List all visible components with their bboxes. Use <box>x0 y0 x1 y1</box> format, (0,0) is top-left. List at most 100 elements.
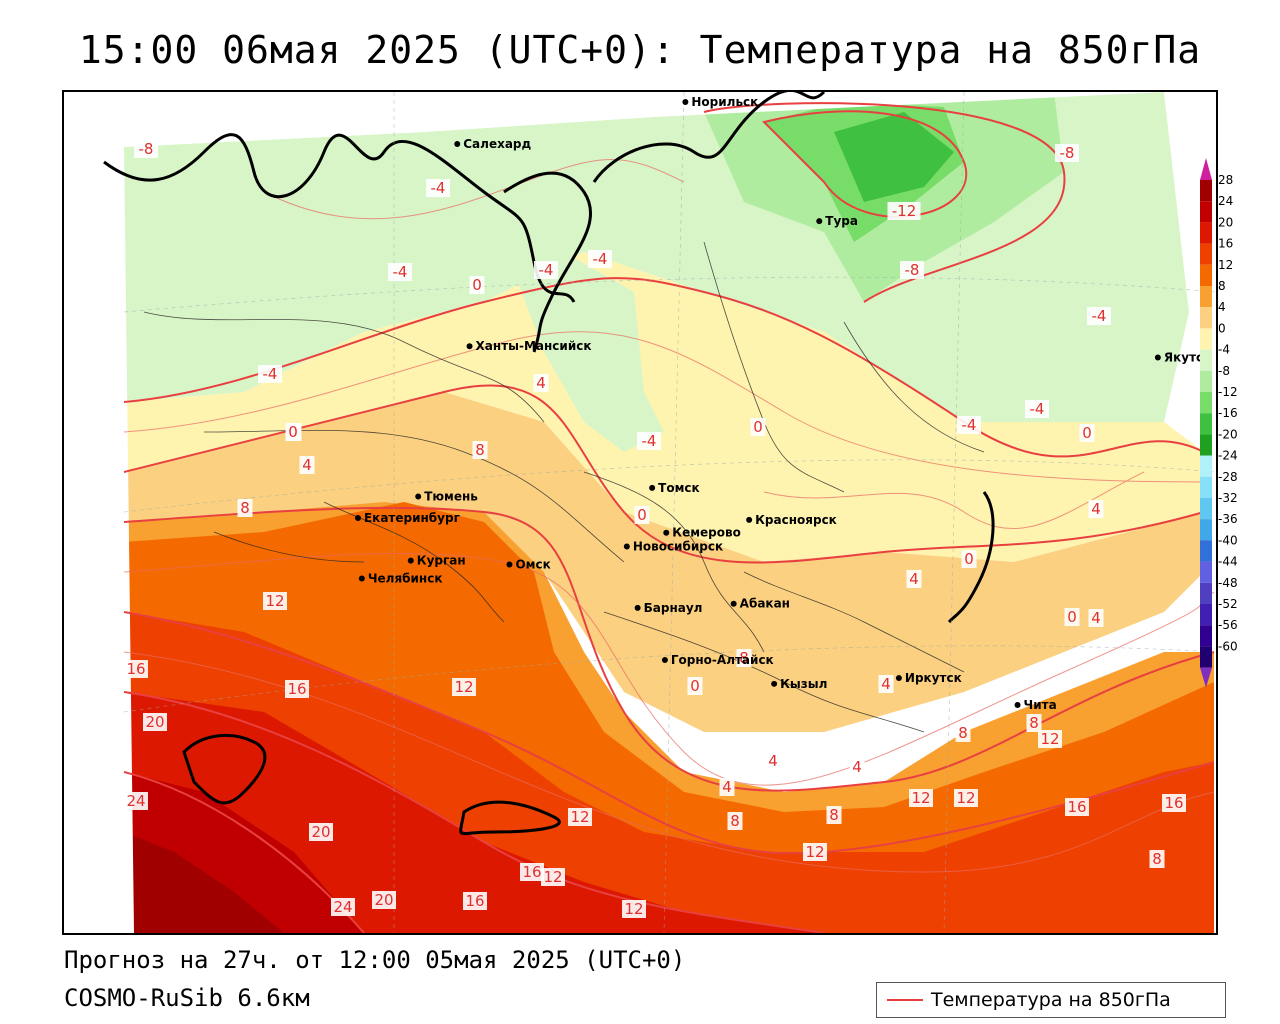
svg-text:-4: -4 <box>962 416 977 434</box>
colorbar-swatch <box>1200 413 1212 435</box>
city-marker: Чита <box>1014 698 1057 712</box>
svg-text:16: 16 <box>126 660 145 678</box>
city-label: Кызыл <box>780 677 827 691</box>
city-label: Курган <box>417 554 466 568</box>
colorbar-tick-label: -52 <box>1218 597 1238 611</box>
svg-text:8: 8 <box>240 499 250 517</box>
city-marker: Салехард <box>454 137 532 151</box>
city-marker: Курган <box>407 554 466 568</box>
map-area: -8-4-4-4-40-44048-4080121616122024202420… <box>62 90 1218 935</box>
city-label: Салехард <box>463 137 531 151</box>
city-label: Норильск <box>691 95 758 109</box>
svg-text:0: 0 <box>1067 608 1077 626</box>
city-label: Горно-Алтайск <box>671 653 774 667</box>
svg-text:-4: -4 <box>539 261 554 279</box>
contour-label: 8 <box>727 812 743 830</box>
colorbar-swatch <box>1200 646 1212 668</box>
contour-label: -12 <box>887 202 921 220</box>
city-marker: Екатеринбург <box>354 511 460 525</box>
colorbar-swatch <box>1200 243 1212 265</box>
temperature-map: -8-4-4-4-40-44048-4080121616122024202420… <box>64 92 1216 933</box>
contour-label: 12 <box>909 789 933 807</box>
colorbar-swatch <box>1200 264 1212 286</box>
city-marker: Кызыл <box>771 677 827 691</box>
svg-text:24: 24 <box>126 792 145 810</box>
contour-label: 0 <box>285 423 301 441</box>
contour-label: 0 <box>1079 424 1095 442</box>
contour-label: 4 <box>878 675 894 693</box>
contour-label: 8 <box>826 806 842 824</box>
contour-label: -8 <box>900 261 924 279</box>
colorbar-tick-label: 8 <box>1218 279 1226 293</box>
contour-label: 12 <box>263 592 287 610</box>
contour-labels: -8-4-4-4-40-44048-4080121616122024202420… <box>124 140 1186 918</box>
colorbar-tick-label: -56 <box>1218 618 1238 632</box>
isotherms-thin <box>123 159 1215 873</box>
contour-label: 4 <box>533 374 549 392</box>
colorbar-tick-label: 28 <box>1218 173 1233 187</box>
city-label: Якутск <box>1164 350 1211 364</box>
colorbar-tick-label: -4 <box>1218 343 1230 357</box>
colorbar-tick-label: -12 <box>1218 385 1238 399</box>
city-label: Ханты-Мансийск <box>476 339 592 353</box>
contour-label: 12 <box>541 868 565 886</box>
svg-text:0: 0 <box>753 418 763 436</box>
contour-label: 12 <box>803 843 827 861</box>
contour-label: 24 <box>331 898 355 916</box>
contour-label: -4 <box>534 261 558 279</box>
svg-text:-4: -4 <box>393 263 408 281</box>
contour-label: 12 <box>954 789 978 807</box>
svg-text:8: 8 <box>1152 850 1162 868</box>
city-marker: Барнаул <box>634 601 702 615</box>
graticule <box>123 92 1216 933</box>
colorbar-tick-label: -44 <box>1218 555 1238 569</box>
colorbar-swatch <box>1200 582 1212 604</box>
contour-label: 4 <box>849 758 865 776</box>
svg-text:16: 16 <box>465 892 484 910</box>
city-marker: Норильск <box>682 95 758 109</box>
svg-text:16: 16 <box>287 680 306 698</box>
svg-text:-8: -8 <box>1060 144 1075 162</box>
svg-text:12: 12 <box>570 808 589 826</box>
contour-label: 4 <box>719 778 735 796</box>
svg-text:-4: -4 <box>593 250 608 268</box>
colorbar-swatch <box>1200 561 1212 583</box>
svg-text:4: 4 <box>852 758 862 776</box>
contour-label: 16 <box>1065 798 1089 816</box>
contour-label: 0 <box>469 276 485 294</box>
contour-label: 4 <box>765 752 781 770</box>
contour-label: 8 <box>1026 714 1042 732</box>
svg-text:4: 4 <box>1091 609 1101 627</box>
city-marker: Томск <box>649 481 700 495</box>
svg-text:0: 0 <box>690 677 700 695</box>
colorbar-tick-label: -24 <box>1218 449 1238 463</box>
contour-label: -4 <box>1025 400 1049 418</box>
colorbar-swatch <box>1200 349 1212 371</box>
svg-text:0: 0 <box>288 423 298 441</box>
city-marker: Новосибирск <box>623 539 723 553</box>
colorbar-swatch <box>1200 370 1212 392</box>
legend-label: Температура на 850гПа <box>931 989 1171 1011</box>
colorbar: 28 24 20 16 12 8 4 0 -4 -8 -12 -16 -20 -24 -28 -32 -36 -4… <box>1198 158 1280 693</box>
contour-label: 4 <box>1088 609 1104 627</box>
colorbar-swatch <box>1200 476 1212 498</box>
svg-text:8: 8 <box>958 724 968 742</box>
map-title: 15:00 06мая 2025 (UTC+0): Температура на… <box>78 28 1202 72</box>
svg-text:12: 12 <box>805 843 824 861</box>
contour-label: 8 <box>955 724 971 742</box>
colorbar-bottom-arrow <box>1200 667 1212 688</box>
colorbar-swatch <box>1200 180 1212 202</box>
contour-label: 20 <box>309 823 333 841</box>
contour-label: 12 <box>622 900 646 918</box>
city-label: Томск <box>658 481 700 495</box>
contour-label: 12 <box>568 808 592 826</box>
city-label: Абакан <box>740 597 790 611</box>
contour-label: 16 <box>124 660 148 678</box>
svg-text:12: 12 <box>1040 730 1059 748</box>
city-label: Красноярск <box>755 513 837 527</box>
contour-label: 4 <box>906 570 922 588</box>
colorbar-swatch <box>1200 604 1212 626</box>
svg-text:12: 12 <box>624 900 643 918</box>
city-marker: Ханты-Мансийск <box>466 339 592 353</box>
svg-text:16: 16 <box>522 863 541 881</box>
